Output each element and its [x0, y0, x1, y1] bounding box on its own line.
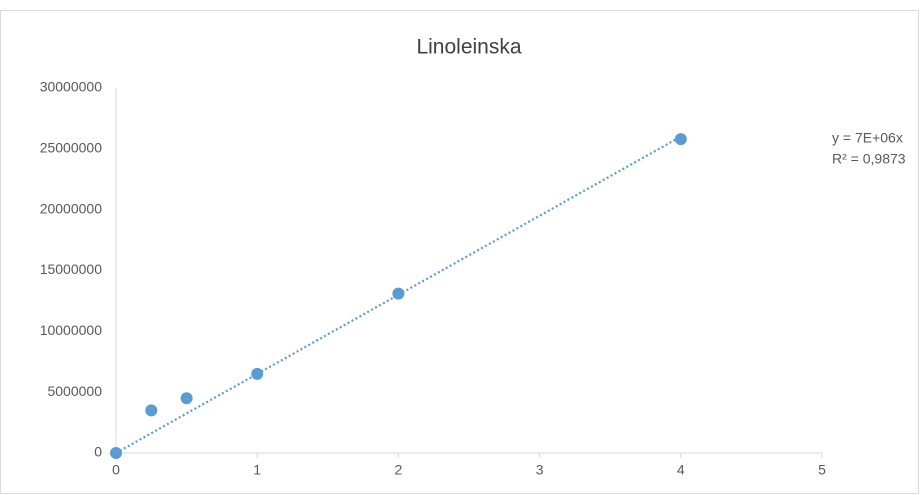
y-tick-label: 20000000	[40, 200, 103, 216]
point	[180, 392, 193, 405]
point	[392, 287, 405, 300]
y-tick-label: 10000000	[40, 322, 103, 338]
trendline-r-squared: R² = 0,9873	[832, 151, 906, 167]
point	[251, 367, 264, 380]
point	[110, 447, 122, 459]
point	[145, 404, 158, 417]
x-tick-label: 2	[395, 462, 403, 478]
chart-title: Linoleinska	[416, 36, 521, 59]
x-tick-label: 0	[112, 462, 120, 478]
y-tick-label: 5000000	[47, 383, 102, 399]
x-tick-label: 1	[253, 462, 261, 478]
y-tick-label: 30000000	[40, 79, 103, 95]
x-tick-label: 4	[677, 462, 685, 478]
point	[674, 133, 687, 146]
y-tick-label: 0	[94, 444, 102, 460]
x-tick-label: 5	[818, 462, 826, 478]
y-tick-label: 15000000	[40, 261, 103, 277]
chart-border	[0, 10, 919, 494]
y-tick-label: 25000000	[40, 140, 103, 156]
trendline-equation: y = 7E+06x	[832, 130, 903, 146]
x-tick-label: 3	[536, 462, 544, 478]
